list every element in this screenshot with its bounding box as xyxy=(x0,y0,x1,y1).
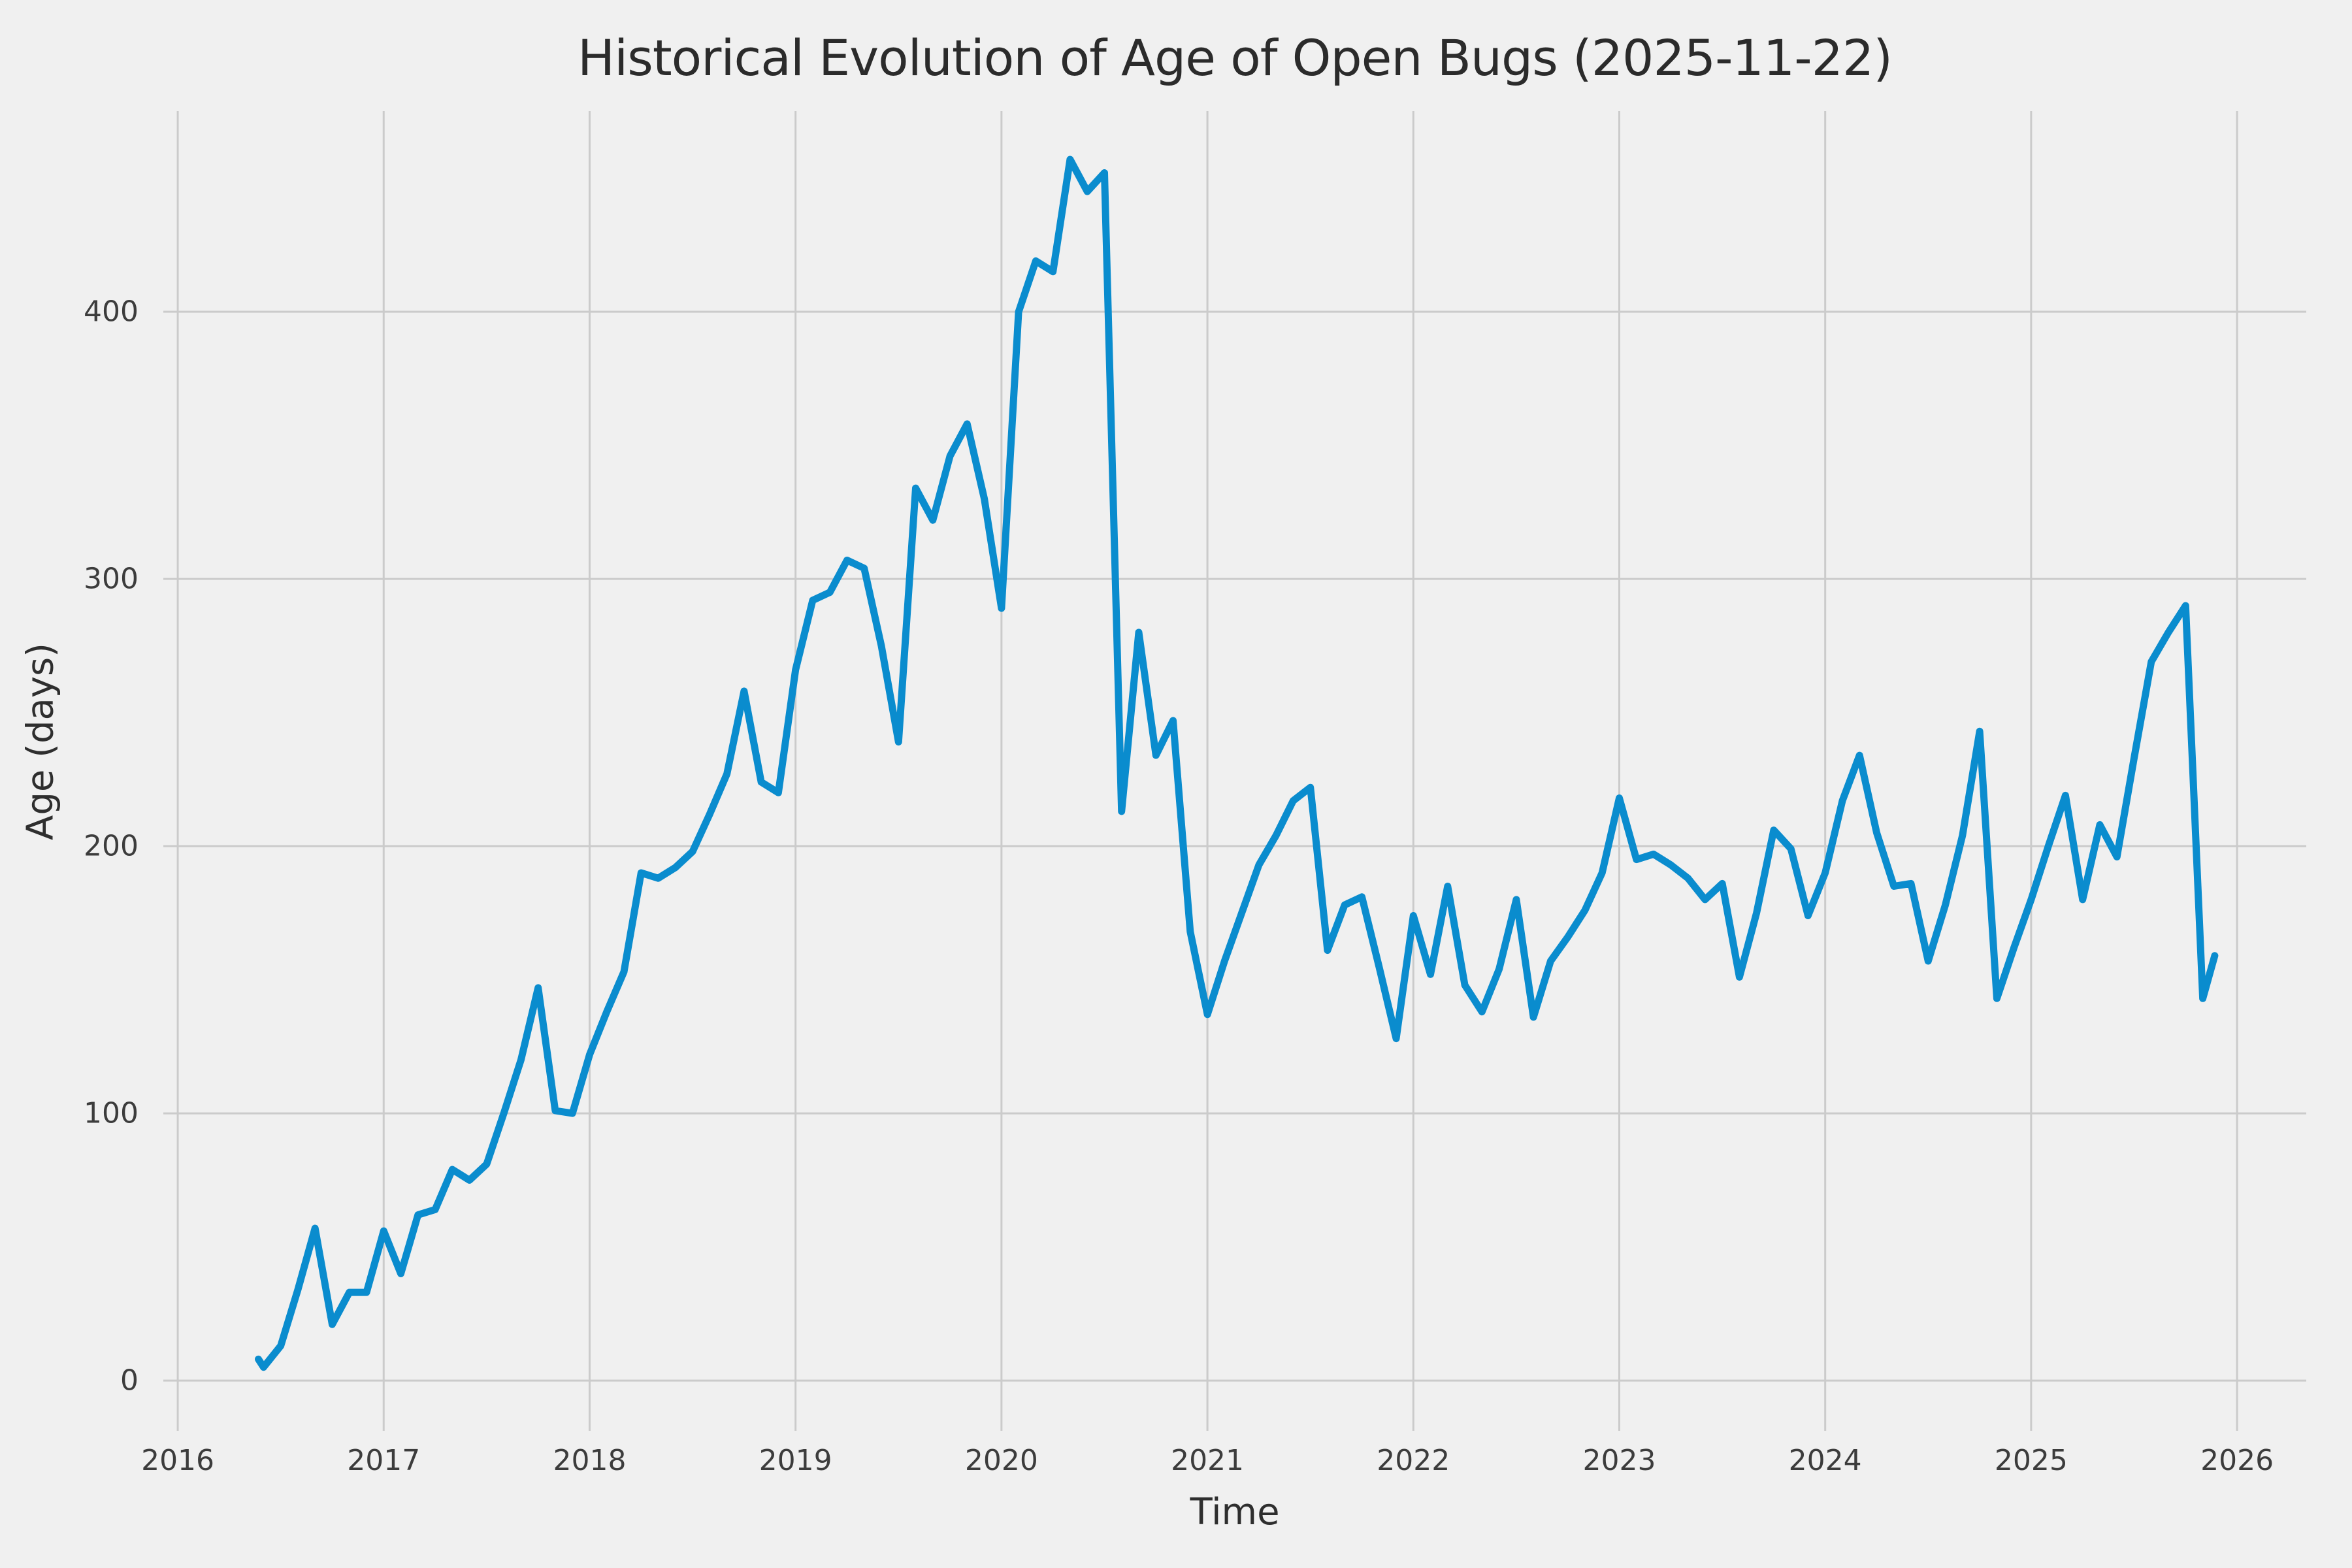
x-tick-label: 2017 xyxy=(347,1444,421,1477)
x-tick-label: 2021 xyxy=(1171,1444,1245,1477)
x-tick-label: 2016 xyxy=(141,1444,215,1477)
x-tick-label: 2023 xyxy=(1582,1444,1656,1477)
x-tick-label: 2025 xyxy=(1994,1444,2068,1477)
x-tick-label: 2019 xyxy=(759,1444,832,1477)
x-tick-label: 2020 xyxy=(964,1444,1038,1477)
x-axis-label: Time xyxy=(1190,1491,1280,1533)
x-tick-label: 2026 xyxy=(2200,1444,2274,1477)
x-tick-label: 2024 xyxy=(1788,1444,1862,1477)
x-tick-label: 2018 xyxy=(553,1444,627,1477)
chart-title: Historical Evolution of Age of Open Bugs… xyxy=(577,29,1893,87)
y-tick-label: 200 xyxy=(84,829,139,863)
y-tick-label: 300 xyxy=(84,562,139,596)
y-tick-label: 400 xyxy=(84,295,139,329)
x-tick-label: 2022 xyxy=(1377,1444,1450,1477)
y-tick-label: 100 xyxy=(84,1096,139,1130)
y-axis-label: Age (days) xyxy=(19,643,62,840)
data-line-age-of-open-bugs xyxy=(255,155,2219,1371)
y-tick-label: 0 xyxy=(120,1364,139,1397)
